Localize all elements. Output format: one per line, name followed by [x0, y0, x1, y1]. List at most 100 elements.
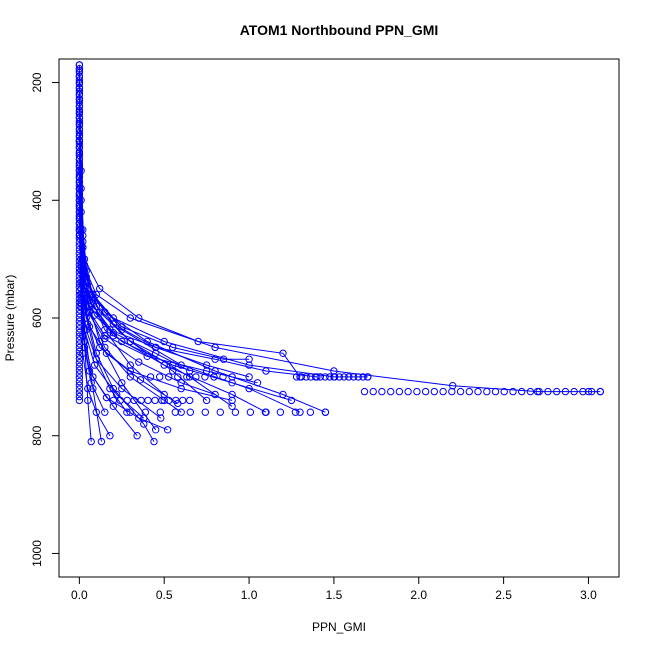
data-point	[177, 379, 185, 387]
x-tick-label: 2.0	[410, 588, 427, 602]
data-point	[535, 387, 543, 396]
data-point	[84, 308, 92, 316]
x-tick-label: 1.0	[241, 588, 258, 602]
data-point	[106, 326, 114, 334]
data-point	[75, 381, 84, 389]
data-point	[123, 396, 131, 405]
data-point	[179, 396, 187, 405]
data-point	[101, 334, 109, 343]
data-point	[584, 387, 593, 396]
data-point	[192, 373, 200, 381]
data-point	[75, 110, 84, 118]
data-point	[126, 337, 135, 346]
data-point	[75, 366, 84, 374]
data-point	[101, 408, 109, 416]
data-point	[439, 387, 447, 396]
data-point	[302, 373, 310, 381]
data-point	[228, 373, 236, 381]
data-point	[75, 200, 84, 209]
data-point	[136, 376, 145, 384]
y-tick-label: 200	[30, 72, 44, 92]
data-point	[518, 387, 526, 396]
data-point	[75, 108, 84, 116]
data-point	[219, 373, 227, 381]
data-point	[231, 408, 240, 416]
data-point	[219, 355, 228, 363]
data-point	[75, 377, 84, 386]
data-point	[75, 359, 84, 367]
data-point	[75, 189, 84, 197]
data-point	[75, 155, 84, 163]
data-point	[140, 420, 148, 428]
data-point	[561, 387, 570, 396]
data-point	[75, 396, 84, 405]
data-point	[201, 373, 209, 381]
data-point	[75, 325, 84, 333]
data-point	[75, 268, 84, 276]
data-point	[150, 437, 158, 446]
data-point	[75, 374, 84, 382]
data-point	[152, 426, 160, 434]
data-point	[75, 215, 84, 224]
data-point	[75, 302, 84, 310]
data-point	[152, 349, 160, 357]
data-point	[75, 313, 84, 322]
data-point	[292, 373, 301, 381]
data-point	[80, 281, 89, 290]
data-point	[177, 408, 185, 416]
data-point	[360, 387, 369, 396]
data-point	[75, 129, 84, 137]
data-point	[75, 102, 84, 111]
data-point	[75, 125, 84, 133]
data-point	[85, 323, 94, 331]
data-point	[75, 317, 84, 325]
data-point	[160, 337, 168, 346]
data-point	[106, 432, 114, 440]
data-point	[133, 432, 141, 440]
data-point	[75, 140, 84, 148]
data-point	[75, 242, 84, 250]
data-point	[75, 287, 84, 295]
data-point	[75, 151, 84, 160]
data-point	[335, 373, 343, 381]
data-point	[126, 373, 135, 381]
data-point	[89, 373, 97, 381]
data-point	[245, 361, 253, 369]
data-point	[596, 387, 604, 396]
data-point	[75, 91, 84, 99]
data-point	[587, 387, 596, 396]
data-point	[75, 332, 84, 340]
data-point	[126, 408, 135, 416]
data-point	[500, 387, 508, 396]
data-point	[75, 163, 84, 171]
data-point	[279, 349, 287, 357]
data-point	[75, 253, 84, 261]
data-point	[297, 373, 305, 381]
data-point	[465, 387, 473, 396]
data-point	[75, 178, 84, 186]
data-point	[75, 159, 84, 167]
data-point	[75, 83, 84, 92]
data-point	[570, 387, 578, 396]
data-point	[75, 219, 84, 227]
data-point	[130, 396, 138, 405]
data-point	[102, 393, 111, 402]
data-point	[177, 384, 185, 393]
data-point	[291, 408, 300, 416]
x-axis: 0.0 0.5 1.0 1.5 2.0 2.5 3.0	[71, 577, 597, 602]
data-point	[228, 379, 236, 387]
data-point	[171, 408, 180, 416]
data-point	[228, 396, 236, 405]
data-point	[340, 373, 348, 381]
data-point	[75, 227, 84, 235]
data-point	[321, 408, 330, 416]
data-point	[75, 98, 84, 107]
data-point	[421, 387, 430, 396]
data-point	[75, 170, 84, 178]
data-point	[75, 336, 84, 344]
data-point	[126, 314, 135, 322]
data-point	[118, 384, 126, 393]
data-point	[75, 310, 84, 318]
data-point	[306, 408, 315, 416]
